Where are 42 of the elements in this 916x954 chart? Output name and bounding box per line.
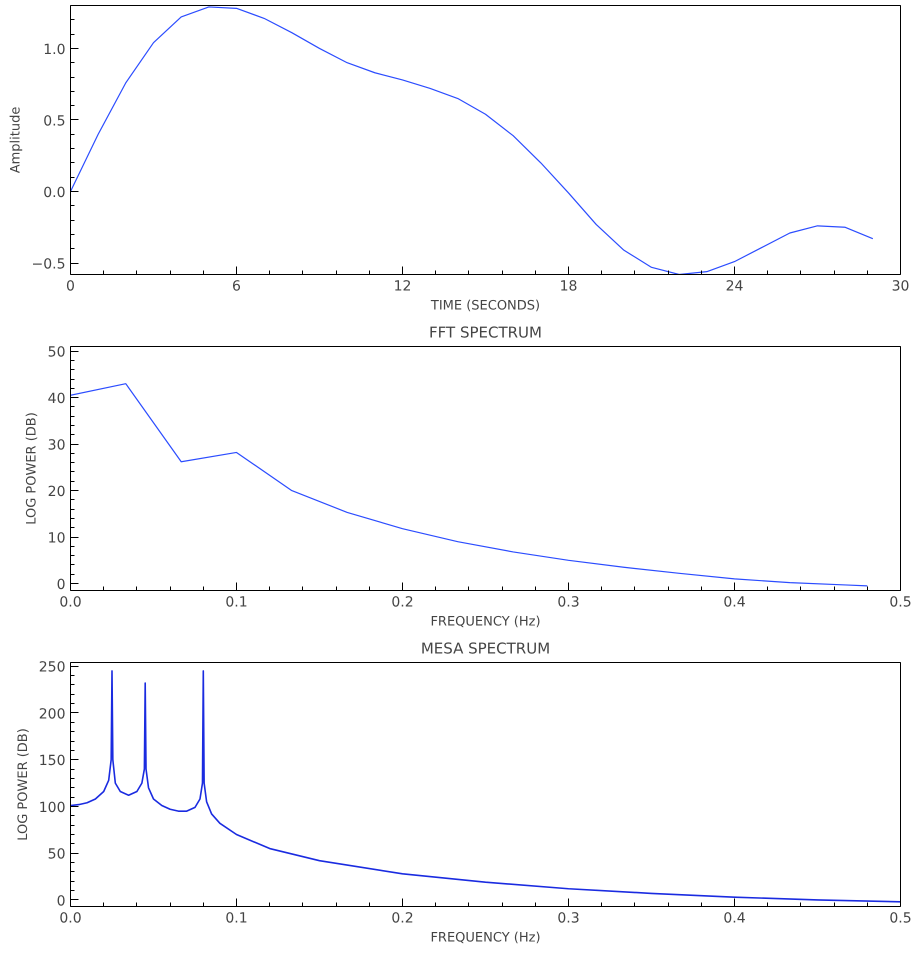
y-tick-label: −0.5: [32, 256, 66, 273]
x-tick-label: 24: [726, 278, 744, 294]
y-tick-label: 20: [48, 484, 66, 500]
y-tick-label: 0: [56, 577, 66, 594]
x-tick-label: 0.3: [557, 910, 580, 926]
y-tick-label: 10: [48, 530, 66, 547]
x-tick-label: 0.4: [723, 910, 746, 926]
y-tick-label: 50: [48, 846, 66, 863]
x-tick-label: 0.2: [391, 594, 414, 610]
chart-title: MESA SPECTRUM: [420, 640, 550, 658]
y-tick-label: 150: [38, 753, 66, 770]
x-tick-label: 0.5: [889, 594, 912, 610]
y-tick-label: 0.0: [43, 185, 66, 202]
y-axis-title: Amplitude: [8, 106, 24, 174]
y-tick-label: 30: [48, 438, 66, 454]
x-tick-label: 0.1: [225, 594, 248, 610]
line-series: [70, 383, 868, 586]
y-tick-label: 40: [48, 391, 66, 408]
x-tick-label: 6: [232, 278, 242, 294]
x-tick-label: 18: [560, 278, 578, 294]
y-axis-title: LOG POWER (DB): [24, 412, 40, 525]
y-tick-label: 0.5: [43, 113, 66, 130]
y-tick-label: 200: [38, 706, 66, 722]
y-tick-label: 0: [56, 893, 66, 910]
line-series: [70, 670, 900, 903]
y-tick-label: 1.0: [43, 42, 66, 58]
x-tick-label: 12: [394, 278, 412, 294]
x-axis-title: FREQUENCY (Hz): [430, 930, 541, 946]
y-tick-label: 50: [48, 344, 66, 361]
y-axis-title: LOG POWER (DB): [16, 728, 31, 841]
line-series: [70, 6, 874, 274]
y-tick-label: 100: [38, 800, 66, 816]
x-tick-label: 0.1: [225, 910, 248, 926]
x-axis-title: FREQUENCY (Hz): [430, 614, 541, 630]
x-tick-label: 0.5: [889, 910, 912, 926]
x-tick-label: 0.2: [391, 910, 414, 926]
chart-title: FFT SPECTRUM: [429, 324, 542, 342]
x-tick-label: 0.3: [557, 594, 580, 610]
x-tick-label: 30: [892, 278, 910, 294]
y-tick-label: 250: [38, 660, 66, 676]
x-axis-title: TIME (SECONDS): [430, 298, 540, 314]
x-tick-label: 0.4: [723, 594, 746, 610]
